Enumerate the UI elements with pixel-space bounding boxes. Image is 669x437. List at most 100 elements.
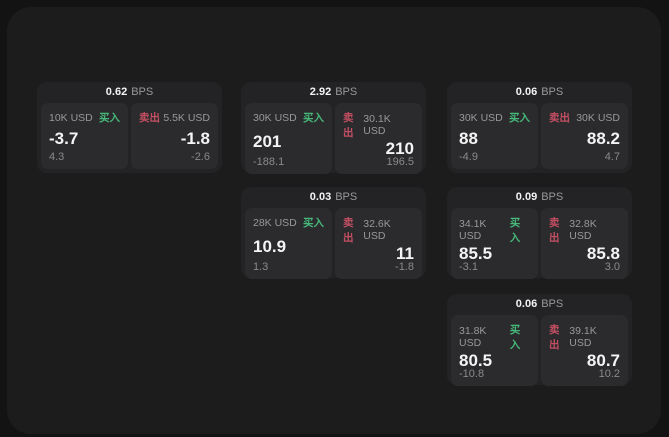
buy-size: 30K USD [459,111,503,124]
bps-value: 0.62 [105,86,128,98]
buy-panel-top: 30K USD 买入 [253,110,324,125]
bps-unit-label: BPS [335,191,358,203]
buy-panel-top: 31.8K USD 买入 [459,322,530,352]
bps-value: 0.03 [309,191,332,203]
buy-sub-value: -3.1 [459,261,478,273]
bps-value: 2.92 [309,86,332,98]
buy-price: 88 [459,129,478,148]
buy-sub-value: -10.8 [459,368,485,380]
sell-price: 85.8 [586,244,620,263]
bps-header: 0.62 BPS [37,82,222,103]
buy-panel[interactable]: 31.8K USD 买入 80.5 -10.8 [451,315,538,386]
buy-panel[interactable]: 34.1K USD 买入 85.5 -3.1 [451,208,538,279]
quote-panels: 28K USD 买入 10.9 1.3 卖出 32.6K USD 11 -1.8 [241,208,426,283]
sell-panel-top: 卖出 32.6K USD [343,215,414,245]
buy-price: 201 [253,131,282,151]
buy-sub-value: 1.3 [253,261,269,273]
buy-panel[interactable]: 30K USD 买入 88 -4.9 [451,103,538,169]
buy-side-label: 买入 [303,217,324,229]
buy-side-label: 买入 [509,324,521,351]
buy-panel-top: 10K USD 买入 [49,110,120,125]
quote-card: 0.09 BPS 34.1K USD 买入 85.5 -3.1 卖出 32.8K… [447,187,632,279]
bps-header: 0.09 BPS [447,187,632,208]
buy-price: 85.5 [459,244,493,263]
sell-panel[interactable]: 卖出 5.5K USD -1.8 -2.6 [131,103,218,169]
buy-price: -3.7 [49,129,79,148]
sell-panel[interactable]: 卖出 30.1K USD 210 196.5 [335,103,422,174]
buy-size: 31.8K USD [459,325,487,349]
bps-value: 0.09 [515,191,538,203]
quotes-board-panel: 0.62 BPS 10K USD 买入 -3.7 4.3 卖出 5.5K USD [7,7,661,434]
buy-panel-top: 28K USD 买入 [253,215,324,230]
buy-side-label: 买入 [509,112,530,124]
bps-header: 0.06 BPS [447,294,632,315]
sell-panel-top: 卖出 32.8K USD [549,215,620,245]
sell-panel-top: 卖出 30K USD [549,110,620,125]
buy-panel-top: 34.1K USD 买入 [459,215,530,245]
sell-side-label: 卖出 [549,112,570,124]
sell-panel[interactable]: 卖出 30K USD 88.2 4.7 [541,103,628,169]
sell-side-label: 卖出 [549,324,560,351]
sell-price: -1.8 [180,129,210,148]
buy-panel-top: 30K USD 买入 [459,110,530,125]
quote-panels: 10K USD 买入 -3.7 4.3 卖出 5.5K USD -1.8 -2.… [37,103,222,173]
sell-size: 39.1K USD [569,325,597,349]
quote-card: 0.03 BPS 28K USD 买入 10.9 1.3 卖出 32.6K US… [241,187,426,279]
sell-price: 88.2 [586,129,620,148]
sell-side-label: 卖出 [549,217,560,244]
bps-header: 2.92 BPS [241,82,426,103]
quote-panels: 30K USD 买入 88 -4.9 卖出 30K USD 88.2 4.7 [447,103,632,173]
buy-panel[interactable]: 30K USD 买入 201 -188.1 [245,103,332,174]
sell-sub-value: 196.5 [386,156,414,168]
sell-size: 30K USD [576,111,620,124]
sell-panel[interactable]: 卖出 32.6K USD 11 -1.8 [335,208,422,279]
buy-sub-value: -188.1 [253,156,285,168]
buy-sub-value: -4.9 [459,151,478,163]
buy-size: 10K USD [49,111,93,124]
buy-side-label: 买入 [509,217,521,244]
sell-panel-top: 卖出 30.1K USD [343,110,414,140]
quote-panels: 30K USD 买入 201 -188.1 卖出 30.1K USD 210 1… [241,103,426,178]
quote-card: 0.06 BPS 30K USD 买入 88 -4.9 卖出 30K USD [447,82,632,173]
sell-side-label: 卖出 [343,217,354,244]
bps-value: 0.06 [515,298,538,310]
sell-sub-value: 3.0 [604,261,620,273]
sell-sub-value: 4.7 [604,151,620,163]
buy-size: 34.1K USD [459,218,487,242]
sell-sub-value: -1.8 [395,261,414,273]
bps-value: 0.06 [515,86,538,98]
buy-size: 30K USD [253,111,297,124]
quote-card: 2.92 BPS 30K USD 买入 201 -188.1 卖出 30.1K … [241,82,426,174]
bps-unit-label: BPS [541,191,564,203]
sell-price: 11 [396,244,414,263]
bps-unit-label: BPS [541,298,564,310]
sell-price: 80.7 [586,351,620,370]
sell-side-label: 卖出 [139,112,160,124]
sell-panel-top: 卖出 5.5K USD [139,110,210,125]
bps-header: 0.03 BPS [241,187,426,208]
sell-panel-top: 卖出 39.1K USD [549,322,620,352]
bps-unit-label: BPS [541,86,564,98]
quote-panels: 31.8K USD 买入 80.5 -10.8 卖出 39.1K USD 80.… [447,315,632,390]
sell-side-label: 卖出 [343,112,354,139]
bps-header: 0.06 BPS [447,82,632,103]
sell-panel[interactable]: 卖出 39.1K USD 80.7 10.2 [541,315,628,386]
sell-size: 30.1K USD [363,113,391,137]
sell-size: 5.5K USD [163,111,210,124]
buy-panel[interactable]: 10K USD 买入 -3.7 4.3 [41,103,128,169]
quote-card: 0.06 BPS 31.8K USD 买入 80.5 -10.8 卖出 39.1… [447,294,632,386]
sell-price: 210 [385,139,414,158]
quote-card: 0.62 BPS 10K USD 买入 -3.7 4.3 卖出 5.5K USD [37,82,222,173]
buy-panel[interactable]: 28K USD 买入 10.9 1.3 [245,208,332,279]
sell-sub-value: -2.6 [191,151,210,163]
buy-price: 10.9 [253,236,287,256]
sell-size: 32.6K USD [363,218,391,242]
buy-side-label: 买入 [303,112,324,124]
buy-side-label: 买入 [99,112,120,124]
buy-price: 80.5 [459,351,493,370]
sell-size: 32.8K USD [569,218,597,242]
buy-sub-value: 4.3 [49,151,65,163]
buy-size: 28K USD [253,216,297,229]
sell-panel[interactable]: 卖出 32.8K USD 85.8 3.0 [541,208,628,279]
bps-unit-label: BPS [335,86,358,98]
